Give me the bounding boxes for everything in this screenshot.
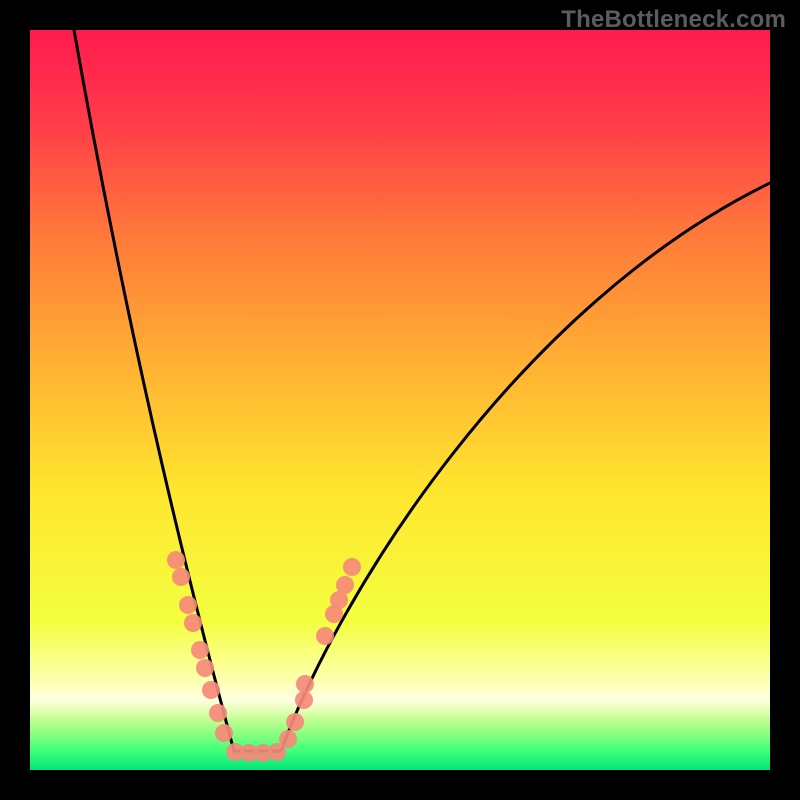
gradient-background (30, 30, 770, 770)
data-marker (209, 704, 227, 722)
data-marker (202, 681, 220, 699)
watermark-text: TheBottleneck.com (561, 6, 786, 34)
data-marker (336, 576, 354, 594)
data-marker (215, 724, 233, 742)
data-marker (316, 627, 334, 645)
bottleneck-plot (0, 0, 800, 800)
data-marker (196, 659, 214, 677)
data-marker (343, 558, 361, 576)
data-marker (179, 596, 197, 614)
data-marker (295, 691, 313, 709)
data-marker (184, 614, 202, 632)
data-marker (191, 641, 209, 659)
data-marker (172, 568, 190, 586)
data-marker (296, 675, 314, 693)
data-marker (286, 713, 304, 731)
data-marker (167, 551, 185, 569)
chart-container: TheBottleneck.com (0, 0, 800, 800)
data-marker (279, 730, 297, 748)
